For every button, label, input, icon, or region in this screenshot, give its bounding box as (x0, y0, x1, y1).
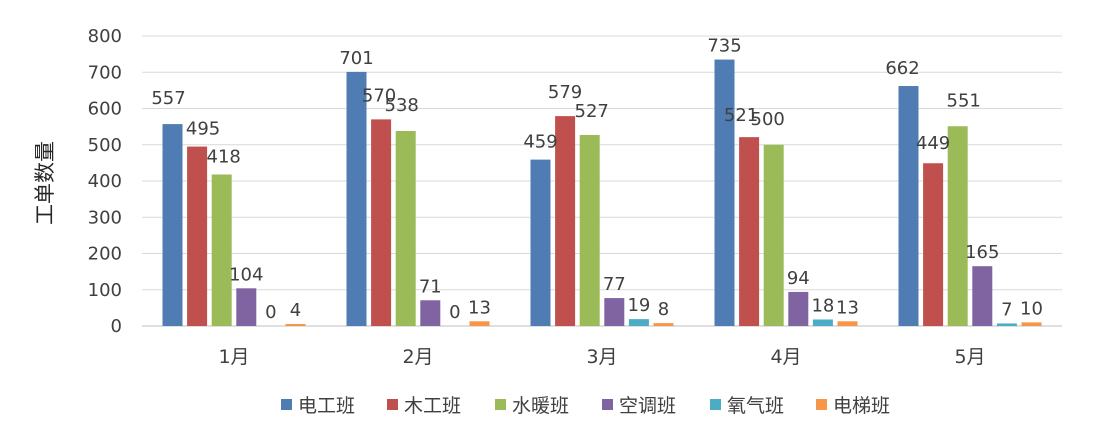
legend-item: 空调班 (602, 395, 676, 417)
data-label: 538 (385, 95, 419, 116)
data-label: 13 (836, 297, 859, 318)
data-label: 449 (916, 133, 950, 154)
data-label: 0 (449, 302, 460, 323)
bar (653, 323, 674, 326)
legend-item: 木工班 (387, 395, 461, 417)
bar (187, 146, 208, 326)
x-category-label: 2月 (402, 346, 433, 368)
bar (714, 59, 735, 326)
data-label: 418 (207, 146, 241, 167)
bar (162, 124, 183, 327)
y-tick-label: 300 (88, 207, 122, 228)
legend-swatch (387, 399, 398, 410)
data-label: 18 (811, 295, 834, 316)
data-label: 701 (339, 48, 373, 69)
bar (923, 163, 944, 326)
data-label: 662 (885, 58, 919, 79)
bar (628, 319, 649, 326)
bar (972, 266, 993, 326)
bar (530, 159, 551, 326)
y-tick-label: 0 (111, 316, 122, 337)
data-label: 10 (1020, 298, 1043, 319)
y-tick-label: 400 (88, 171, 122, 192)
data-label: 521 (724, 105, 758, 126)
y-tick-label: 200 (88, 244, 122, 265)
y-tick-label: 600 (88, 99, 122, 120)
data-label: 459 (523, 132, 557, 153)
x-category-label: 1月 (218, 346, 249, 368)
data-label: 4 (290, 300, 301, 321)
x-category-label: 5月 (954, 346, 985, 368)
data-label: 735 (707, 36, 741, 57)
y-axis-title: 工单数量 (33, 141, 57, 225)
data-label: 13 (468, 297, 491, 318)
data-label: 94 (787, 268, 810, 289)
legend-swatch (281, 399, 292, 410)
bars (162, 59, 1042, 327)
bar (371, 119, 392, 326)
data-label: 579 (548, 82, 582, 103)
data-label: 557 (151, 88, 185, 109)
bar (395, 130, 416, 326)
bar (555, 116, 576, 326)
data-label: 71 (419, 276, 442, 297)
bar (346, 71, 367, 326)
data-label: 527 (575, 101, 609, 122)
bar (604, 298, 625, 326)
legend-label: 木工班 (404, 395, 461, 417)
x-category-label: 4月 (770, 346, 801, 368)
bar (739, 137, 760, 326)
legend-swatch (602, 399, 613, 410)
bar (837, 321, 858, 326)
data-label: 570 (362, 85, 396, 106)
bar (1021, 322, 1042, 326)
legend-label: 空调班 (619, 395, 676, 417)
bar (996, 323, 1017, 326)
data-label: 7 (1001, 299, 1012, 320)
bar (285, 324, 306, 326)
bar (211, 174, 232, 326)
y-tick-label: 800 (88, 26, 122, 47)
legend-label: 氧气班 (727, 395, 784, 417)
x-category-label: 3月 (586, 346, 617, 368)
bar (420, 300, 441, 326)
bar (579, 134, 600, 326)
y-tick-label: 700 (88, 62, 122, 83)
legend-item: 电梯班 (816, 395, 890, 417)
data-label: 551 (947, 90, 981, 111)
data-label: 77 (603, 274, 626, 295)
data-label: 165 (965, 242, 999, 263)
legend-label: 水暖班 (512, 395, 569, 417)
legend-swatch (816, 399, 827, 410)
bar (469, 321, 490, 326)
bar (898, 86, 919, 327)
legend-label: 电梯班 (833, 395, 890, 417)
legend-label: 电工班 (298, 395, 355, 417)
bar (236, 288, 257, 326)
data-label: 500 (751, 109, 785, 130)
data-label: 19 (627, 295, 650, 316)
x-axis-categories: 1月 2月 3月 4月 5月 (218, 346, 985, 368)
legend-item: 电工班 (281, 395, 355, 417)
legend: 电工班 木工班 水暖班 空调班 氧气班 电梯班 (281, 395, 890, 417)
y-tick-label: 500 (88, 135, 122, 156)
bar (812, 319, 833, 326)
data-label: 104 (229, 264, 263, 285)
gridlines (142, 35, 1062, 327)
bar (947, 126, 968, 326)
data-label: 495 (186, 119, 220, 140)
y-axis-ticks: 0 100 200 300 400 500 600 700 800 (88, 26, 122, 337)
y-tick-label: 100 (88, 280, 122, 301)
data-label: 8 (658, 299, 669, 320)
legend-item: 水暖班 (495, 395, 569, 417)
legend-swatch (710, 399, 721, 410)
bar (788, 291, 809, 326)
legend-item: 氧气班 (710, 395, 784, 417)
data-label: 0 (265, 302, 276, 323)
legend-swatch (495, 399, 506, 410)
bar (763, 144, 784, 326)
